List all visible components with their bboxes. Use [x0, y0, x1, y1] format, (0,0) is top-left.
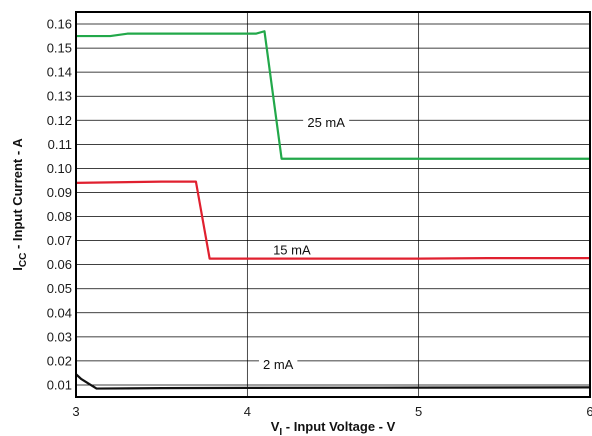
- x-tick-label: 5: [415, 404, 422, 419]
- y-tick-label: 0.03: [47, 329, 72, 344]
- series-line: [75, 180, 590, 260]
- y-tick-label: 0.12: [47, 113, 72, 128]
- x-axis-title: VI - Input Voltage - V: [271, 419, 396, 436]
- x-tick-label: 4: [244, 404, 251, 419]
- y-tick-label: 0.13: [47, 89, 72, 104]
- y-tick-label: 0.16: [47, 17, 72, 32]
- y-tick-label: 0.06: [47, 257, 72, 272]
- series-line: [75, 373, 591, 390]
- series-label-backdrop: [258, 356, 298, 373]
- series-label: 25 mA: [307, 115, 345, 130]
- y-tick-label: 0.15: [47, 41, 72, 56]
- y-tick-label: 0.09: [47, 185, 72, 200]
- y-axis-title: ICC - Input Current - A: [10, 138, 29, 271]
- y-tick-label: 0.05: [47, 281, 72, 296]
- series-layer: [75, 30, 591, 390]
- series-line: [76, 30, 590, 160]
- x-tick-label: 3: [72, 404, 79, 419]
- tick-labels: 0.01 0.02 0.03 0.04 0.05 0.06 0.07 0.08 0.09 0.10…: [47, 17, 592, 419]
- plot-frame: [75, 11, 591, 398]
- y-tick-label: 0.07: [47, 233, 72, 248]
- series-label: 15 mA: [273, 242, 311, 257]
- y-tick-label: 0.10: [47, 161, 72, 176]
- grid: [76, 12, 590, 397]
- x-tick-label: 6: [586, 404, 592, 419]
- series-label-backdrop: [268, 241, 315, 258]
- y-tick-label: 0.11: [48, 137, 72, 152]
- series-labels: 25 mA 15 mA 2 mA: [258, 113, 350, 373]
- y-tick-label: 0.08: [47, 209, 72, 224]
- y-tick-label: 0.01: [47, 377, 72, 392]
- series-label-backdrop: [303, 113, 350, 130]
- y-tick-label: 0.02: [47, 353, 72, 368]
- y-tick-label: 0.14: [47, 65, 72, 80]
- y-tick-label: 0.04: [47, 305, 72, 320]
- series-label: 2 mA: [263, 357, 294, 372]
